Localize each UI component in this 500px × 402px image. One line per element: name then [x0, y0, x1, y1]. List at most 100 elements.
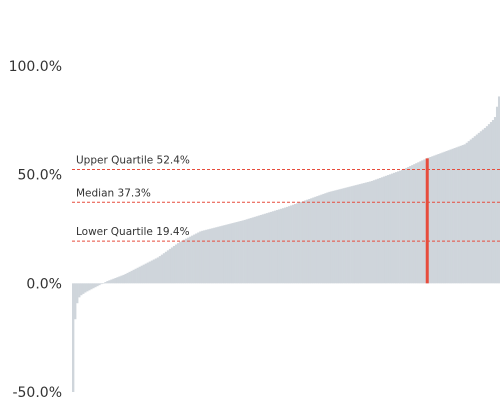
distribution-bar — [221, 225, 224, 284]
distribution-bar — [328, 191, 331, 284]
distribution-bar — [251, 217, 255, 284]
distribution-bar — [80, 283, 83, 296]
distribution-bar — [296, 203, 299, 284]
distribution-bar — [195, 233, 198, 284]
distribution-bar — [189, 236, 192, 284]
distribution-bar — [473, 136, 477, 284]
distribution-bar — [170, 247, 174, 284]
distribution-bar — [104, 282, 107, 284]
distribution-bar — [126, 272, 129, 284]
y-tick-label: 100.0% — [9, 59, 62, 75]
distribution-bar — [348, 186, 351, 284]
upper-quartile-label: Upper Quartile 52.4% — [76, 154, 190, 166]
distribution-bar — [332, 190, 335, 284]
distribution-bar — [376, 178, 380, 284]
distribution-bar — [152, 259, 156, 284]
distribution-bar — [158, 256, 162, 284]
distribution-bar — [255, 216, 259, 284]
distribution-bar — [168, 248, 172, 284]
distribution-bar — [110, 279, 113, 284]
distribution-bar — [421, 160, 424, 284]
distribution-bar — [459, 145, 462, 284]
distribution-bar — [78, 283, 81, 298]
distribution-bar — [148, 261, 152, 284]
distribution-bar — [257, 215, 261, 284]
distribution-bar — [356, 184, 360, 284]
distribution-bar — [154, 258, 158, 284]
distribution-bar — [122, 274, 125, 284]
distribution-bar — [433, 155, 436, 284]
distribution-bar — [217, 226, 220, 284]
distribution-bar — [475, 134, 479, 284]
distribution-bar — [134, 268, 137, 284]
y-tick-label: 0.0% — [26, 276, 62, 292]
distribution-bar — [477, 132, 481, 284]
distribution-bar — [447, 150, 450, 284]
distribution-bar — [267, 212, 271, 284]
distribution-bar — [489, 122, 493, 284]
distribution-bar — [374, 179, 378, 284]
distribution-bar — [102, 283, 105, 284]
distribution-bar — [370, 180, 374, 284]
distribution-bar — [209, 228, 212, 284]
distribution-bar — [314, 196, 317, 284]
distribution-bar — [144, 263, 148, 284]
bars-group — [72, 96, 500, 392]
distribution-bar — [469, 139, 473, 284]
distribution-bar — [215, 227, 218, 284]
distribution-bar — [223, 225, 226, 284]
distribution-bar — [193, 234, 196, 284]
distribution-bar — [372, 180, 376, 284]
distribution-bar — [399, 170, 402, 284]
y-axis-ticks: 100.0% 50.0% 0.0% -50.0% — [9, 59, 62, 401]
distribution-bar — [88, 283, 91, 291]
distribution-bar — [160, 254, 164, 284]
distribution-bar — [227, 224, 230, 284]
distribution-bar — [138, 266, 141, 284]
distribution-bar — [211, 228, 214, 284]
distribution-bar — [380, 177, 384, 284]
distribution-bar — [463, 144, 467, 284]
distribution-bar — [449, 149, 452, 284]
distribution-bar — [461, 145, 465, 284]
distribution-bar — [403, 168, 406, 284]
distribution-bar — [346, 187, 349, 284]
distribution-bar — [231, 223, 234, 284]
distribution-bar — [176, 243, 180, 284]
distribution-bar — [455, 147, 458, 284]
distribution-bar — [290, 205, 293, 284]
distribution-bar — [465, 142, 469, 284]
distribution-bar — [302, 201, 305, 284]
distribution-bar — [179, 241, 182, 284]
distribution-bar — [150, 260, 154, 284]
distribution-bar — [118, 276, 121, 284]
distribution-bar — [384, 175, 388, 284]
distribution-bar — [437, 154, 440, 284]
distribution-bar — [467, 141, 471, 284]
distribution-bar — [340, 188, 343, 284]
distribution-bar — [368, 181, 372, 284]
distribution-bar — [199, 231, 202, 284]
distribution-bar — [360, 183, 364, 284]
distribution-bar — [112, 278, 115, 284]
distribution-bar — [350, 186, 353, 284]
distribution-bar — [241, 220, 244, 284]
distribution-bar — [304, 200, 307, 284]
distribution-bar — [235, 222, 238, 284]
distribution-bar — [445, 151, 448, 284]
distribution-bar — [86, 283, 89, 292]
distribution-bar — [273, 210, 277, 284]
distribution-bar — [364, 182, 368, 284]
distribution-bar — [388, 174, 392, 284]
distribution-bar — [136, 267, 139, 284]
distribution-bar — [310, 198, 313, 284]
distribution-bar — [140, 265, 144, 284]
distribution-bar — [114, 277, 117, 284]
distribution-bar — [362, 183, 366, 284]
distribution-bar — [431, 156, 434, 284]
distribution-bar — [229, 223, 232, 284]
distribution-bar — [324, 193, 327, 284]
distribution-bar — [429, 156, 432, 284]
distribution-bar — [203, 230, 206, 284]
